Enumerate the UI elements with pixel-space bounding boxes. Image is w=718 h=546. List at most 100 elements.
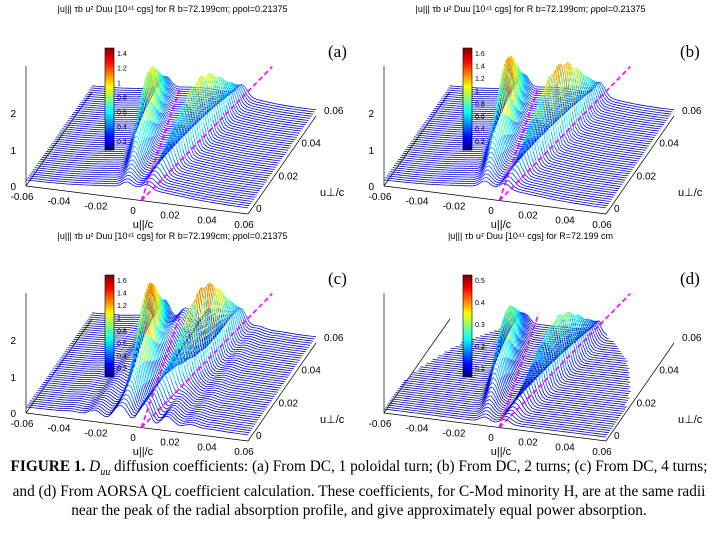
surface-mesh xyxy=(383,304,631,438)
y-tick-label: 0.06 xyxy=(682,106,702,117)
y-tick-label: 0 xyxy=(614,204,620,215)
x-tick-label: 0.04 xyxy=(197,442,217,453)
axis-line xyxy=(247,342,317,442)
y-axis-label: u⊥/c xyxy=(320,414,345,426)
x-tick-label: 0 xyxy=(488,433,494,444)
colorbar: 1.4 1.2 1 0.8 0.6 0.4 0.2 xyxy=(104,47,127,151)
colorbar-tick-label: 0.4 xyxy=(475,300,485,307)
colorbar-tick-label: 0.2 xyxy=(475,139,485,146)
colorbar-tick-label: 1.2 xyxy=(117,303,127,310)
x-tick-label: 0.04 xyxy=(197,215,217,226)
x-tick-label: -0.06 xyxy=(369,419,392,430)
x-axis-label: u||/c xyxy=(133,219,154,231)
resonance-line xyxy=(498,65,631,202)
y-axis-label: u⊥/c xyxy=(678,414,703,426)
x-tick-label: -0.06 xyxy=(369,192,392,203)
axis-line xyxy=(25,412,249,442)
panel-title: |u||| τb u² Duu [10⁴¹ cgs] for R b=72.19… xyxy=(57,4,288,14)
y-axis-label: u⊥/c xyxy=(678,187,703,199)
colorbar-tick-label: 0.4 xyxy=(475,126,485,133)
panel-c: |u||| τb u² Duu [10⁴¹ cgs] for R b=72.19… xyxy=(0,231,347,458)
panel-d: |u||| τb u² Duu [10⁴¹ cgs] for R=72.199 … xyxy=(358,231,703,458)
x-tick-label: 0.02 xyxy=(518,438,538,449)
x-tick-label: 0.06 xyxy=(234,220,254,231)
colorbar-tick-label: 1.6 xyxy=(475,51,485,58)
surface-mesh xyxy=(383,55,675,209)
panel-label: (d) xyxy=(680,269,700,288)
resonance-line xyxy=(498,313,540,428)
panel-title: |u||| τb u² Duu [10⁴¹ cgs] for R b=72.19… xyxy=(57,231,288,241)
y-tick-label: 0.06 xyxy=(682,333,702,344)
colorbar-tick-label: 1 xyxy=(475,89,479,96)
axis-ticks: 210-0.06 -0.04 -0.02 0 0.02 0.04 0.0600.020.04… xyxy=(368,106,701,231)
y-tick-label: 0 xyxy=(256,431,262,442)
colorbar-tick-label: 0.4 xyxy=(117,124,127,131)
panel-label: (c) xyxy=(328,269,347,288)
caption-text: diffusion coefficients: (a) From DC, 1 p… xyxy=(12,458,708,520)
colorbar-tick-label: 1.4 xyxy=(475,64,485,71)
colorbar-tick-label: 0.8 xyxy=(117,95,127,102)
x-tick-label: -0.04 xyxy=(406,424,429,435)
colorbar-tick-label: 0.2 xyxy=(117,366,127,373)
panel-a: |u||| τb u² Duu [10⁴¹ cgs] for R b=72.19… xyxy=(0,4,347,231)
z-tick-label: 2 xyxy=(10,109,16,120)
colorbar-tick-label: 1.6 xyxy=(117,278,127,285)
axis-ticks: -0.06 -0.04 -0.02 0 0.02 0.04 0.0600.020.040.0… xyxy=(369,333,702,458)
panel-label: (a) xyxy=(328,42,347,61)
colorbar-tick-label: 0.5 xyxy=(475,278,485,285)
y-tick-label: 0.02 xyxy=(637,398,657,409)
colorbar-tick-label: 1 xyxy=(117,80,121,87)
panel-title: |u||| τb u² Duu [10⁴¹ cgs] for R b=72.19… xyxy=(415,4,646,14)
colorbar-tick-label: 0.3 xyxy=(475,322,485,329)
surface-plot: 0.5 0.4 0.3 0.2 0.1 -0.06 -0.04 -0.02 0 0.02 0.04 0… xyxy=(369,274,703,458)
axis-ticks: 210-0.06 -0.04 -0.02 0 0.02 0.04 0.0600.020.04… xyxy=(10,333,343,458)
y-tick-label: 0.02 xyxy=(279,398,299,409)
x-tick-label: 0.06 xyxy=(592,220,612,231)
z-tick-label: 2 xyxy=(368,109,374,120)
colorbar-tick-label: 1.4 xyxy=(117,291,127,298)
colorbar-tick-label: 0.2 xyxy=(475,344,485,351)
axis-line xyxy=(247,115,317,215)
colorbar-tick-label: 1.4 xyxy=(117,51,127,58)
x-tick-label: 0 xyxy=(488,206,494,217)
colorbar-tick-label: 0.8 xyxy=(117,328,127,335)
x-tick-label: -0.02 xyxy=(85,201,108,212)
y-tick-label: 0 xyxy=(614,431,620,442)
z-tick-label: 2 xyxy=(10,336,16,347)
axis-line xyxy=(605,342,675,442)
y-tick-label: 0.06 xyxy=(324,106,344,117)
x-axis-label: u||/c xyxy=(133,446,154,458)
x-tick-label: 0 xyxy=(130,206,136,217)
colorbar-tick-label: 0.6 xyxy=(475,114,485,121)
caption-label: FIGURE 1. xyxy=(10,458,86,475)
x-tick-label: 0.06 xyxy=(234,447,254,458)
colorbar-tick-label: 0.1 xyxy=(475,366,485,373)
colorbar-tick-label: 1 xyxy=(117,316,121,323)
resonance-line xyxy=(140,292,273,429)
y-tick-label: 0.04 xyxy=(301,139,321,150)
y-tick-label: 0.02 xyxy=(637,171,657,182)
surface-mesh xyxy=(25,66,317,209)
z-tick-label: 0 xyxy=(10,409,16,420)
resonance-line xyxy=(140,86,182,201)
x-tick-label: -0.02 xyxy=(443,201,466,212)
y-axis-label: u⊥/c xyxy=(320,187,345,199)
colorbar-tick-label: 0.6 xyxy=(117,341,127,348)
x-tick-label: -0.02 xyxy=(443,428,466,439)
x-tick-label: 0.06 xyxy=(592,447,612,458)
x-tick-label: -0.04 xyxy=(406,197,429,208)
resonance-line xyxy=(140,65,273,202)
y-tick-label: 0.04 xyxy=(659,139,679,150)
x-tick-label: 0.02 xyxy=(160,438,180,449)
z-tick-label: 1 xyxy=(10,146,16,157)
z-tick-label: 1 xyxy=(368,146,374,157)
colorbar: 1.6 1.4 1.2 1 0.8 0.6 0.4 0.2 xyxy=(104,274,127,378)
x-tick-label: 0.04 xyxy=(555,442,575,453)
axis-line xyxy=(383,185,607,215)
colorbar-tick-label: 0.8 xyxy=(475,101,485,108)
y-tick-label: 0.04 xyxy=(659,366,679,377)
colorbar: 0.5 0.4 0.3 0.2 0.1 xyxy=(462,274,485,378)
panel-b: |u||| τb u² Duu [10⁴¹ cgs] for R b=72.19… xyxy=(358,4,703,231)
x-tick-label: -0.02 xyxy=(85,428,108,439)
